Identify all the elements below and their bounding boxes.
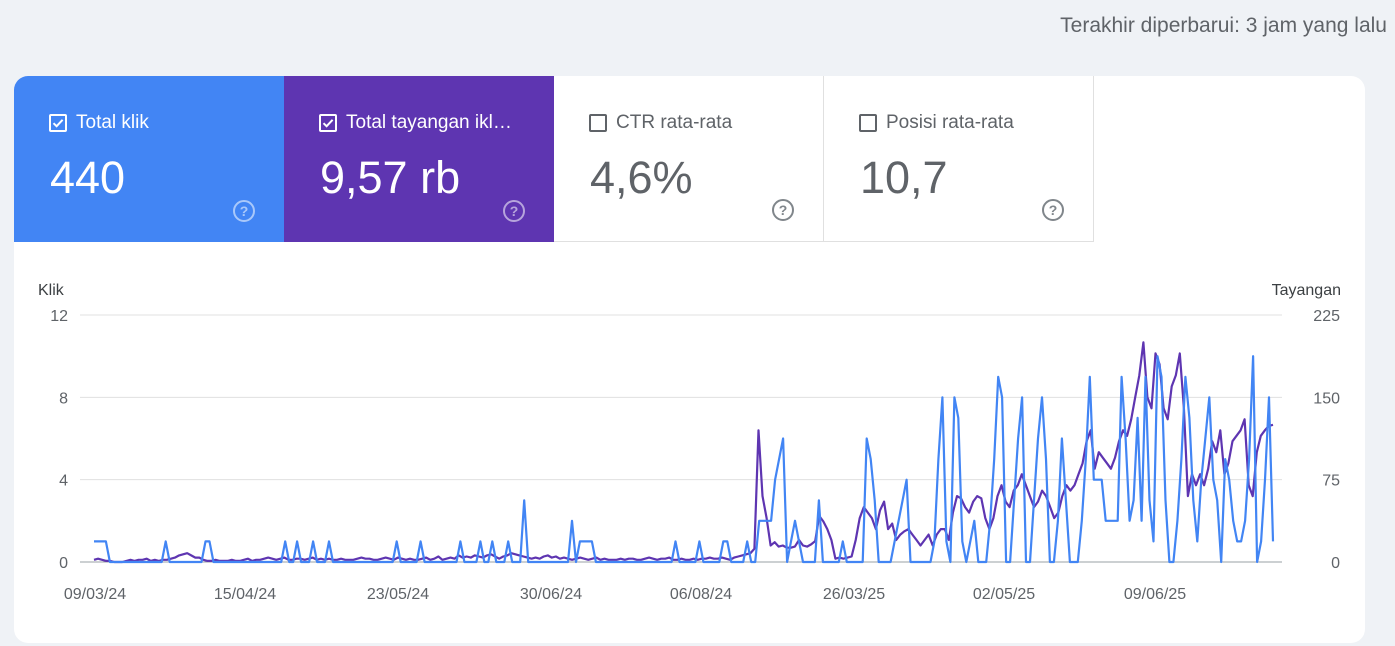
metric-card-total-impressions[interactable]: Total tayangan ikl… 9,57 rb ? <box>284 76 554 242</box>
metric-card-header: CTR rata-rata <box>589 112 732 134</box>
right-tick-label: 0 <box>1331 555 1340 572</box>
help-icon[interactable]: ? <box>1041 198 1065 222</box>
help-icon[interactable]: ? <box>502 199 526 223</box>
right-tick-label: 75 <box>1322 473 1340 490</box>
metric-value: 440 <box>50 152 126 203</box>
x-tick-label: 02/05/25 <box>973 586 1035 603</box>
right-tick-label: 150 <box>1313 390 1340 407</box>
left-tick-label: 0 <box>59 555 68 572</box>
impressions-series-line <box>93 341 1274 564</box>
left-tick-label: 12 <box>50 308 68 325</box>
metric-card-total-clicks[interactable]: Total klik 440 ? <box>14 76 284 242</box>
x-tick-label: 09/06/25 <box>1124 586 1186 603</box>
metric-label: Posisi rata-rata <box>886 112 1014 133</box>
x-tick-label: 23/05/24 <box>367 586 429 603</box>
metric-value: 4,6% <box>590 152 693 203</box>
svg-text:?: ? <box>240 203 249 219</box>
left-tick-label: 4 <box>59 473 68 490</box>
checkbox-unchecked-icon[interactable] <box>859 114 877 132</box>
metric-label: CTR rata-rata <box>616 112 733 133</box>
metric-label: Total tayangan ikl… <box>346 112 512 133</box>
performance-panel: Total klik 440 ? Total tayangan ikl… 9,5… <box>14 76 1365 643</box>
x-tick-label: 06/08/24 <box>670 586 732 603</box>
svg-text:?: ? <box>510 203 519 219</box>
metric-value: 10,7 <box>860 152 948 203</box>
x-tick-label: 15/04/24 <box>214 586 276 603</box>
help-icon[interactable]: ? <box>232 199 256 223</box>
metric-card-header: Posisi rata-rata <box>859 112 1014 134</box>
metric-label: Total klik <box>76 112 149 133</box>
metric-card-average-ctr[interactable]: CTR rata-rata 4,6% ? <box>554 76 824 242</box>
x-tick-label: 09/03/24 <box>64 586 126 603</box>
last-updated-text: Terakhir diperbarui: 3 jam yang lalu <box>1060 14 1387 37</box>
performance-chart: 12 225 8 150 4 75 0 0 Klik Tayangan 09/03/24 15/04/… <box>38 282 1341 603</box>
metric-card-header: Total tayangan ikl… <box>319 112 512 134</box>
checkbox-checked-icon[interactable] <box>319 114 337 132</box>
left-axis-title: Klik <box>38 282 65 299</box>
checkbox-unchecked-icon[interactable] <box>589 114 607 132</box>
help-icon[interactable]: ? <box>771 198 795 222</box>
x-tick-label: 26/03/25 <box>823 586 885 603</box>
right-tick-label: 225 <box>1313 308 1340 325</box>
svg-text:?: ? <box>779 202 788 218</box>
metric-card-average-position[interactable]: Posisi rata-rata 10,7 ? <box>824 76 1094 242</box>
clicks-series-line <box>94 355 1275 564</box>
metric-value: 9,57 rb <box>320 152 461 203</box>
x-tick-label: 30/06/24 <box>520 586 582 603</box>
checkbox-checked-icon[interactable] <box>49 114 67 132</box>
left-tick-label: 8 <box>59 390 68 407</box>
metric-card-header: Total klik <box>49 112 149 134</box>
svg-text:?: ? <box>1049 202 1058 218</box>
right-axis-title: Tayangan <box>1272 282 1341 299</box>
